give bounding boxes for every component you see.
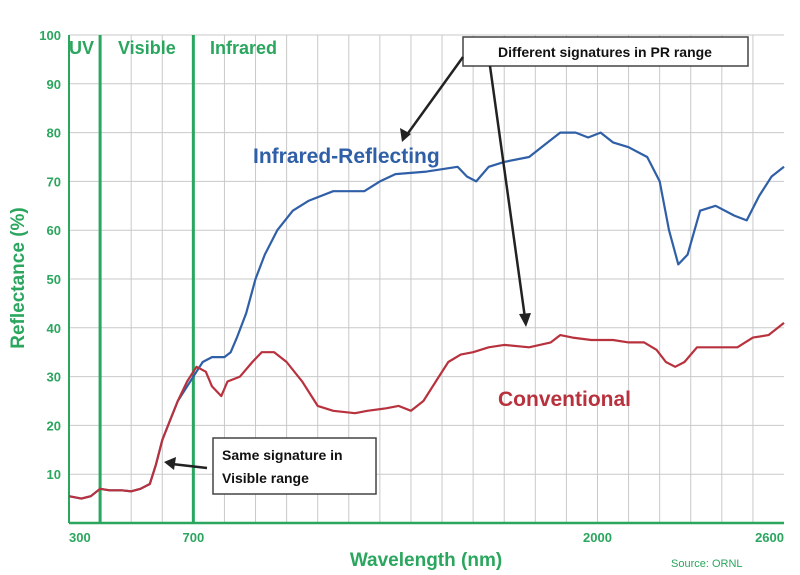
y-tick-label-100: 100 (39, 28, 61, 43)
callout-visible-text-line1: Same signature in (222, 447, 343, 463)
y-tick-label-50: 50 (47, 272, 61, 287)
y-tick-label-10: 10 (47, 467, 61, 482)
x-tick-labels: 300 700 2000 2600 (69, 530, 784, 545)
callout-visible-range: Same signature in Visible range (212, 437, 377, 495)
axes (68, 35, 784, 525)
callout-pr-box (462, 36, 749, 67)
region-label-uv: UV (69, 38, 94, 58)
arrow-to-visible-overlap (171, 462, 208, 470)
y-axis-title: Reflectance (%) (8, 207, 29, 349)
annotation-arrows (164, 56, 531, 470)
series-lines (68, 131, 785, 500)
series-line-conventional (68, 322, 785, 500)
y-tick-label-30: 30 (47, 370, 61, 385)
y-tick-label-80: 80 (47, 126, 61, 141)
y-tick-label-90: 90 (47, 77, 61, 92)
callout-pr-range: Different signatures in PR range (462, 36, 749, 67)
series-label-infrared-reflecting: Infrared-Reflecting (253, 145, 440, 168)
x-axis-title: Wavelength (nm) (350, 550, 502, 571)
arrow-to-infrared-curve (404, 56, 465, 137)
y-tick-label-60: 60 (47, 223, 61, 238)
x-tick-label-300: 300 (69, 530, 91, 545)
arrowhead-infrared (400, 128, 411, 142)
x-tick-label-2600: 2600 (755, 530, 784, 545)
region-label-infrared: Infrared (210, 38, 277, 58)
y-tick-label-40: 40 (47, 321, 61, 336)
callout-visible-box (212, 437, 377, 495)
series-label-conventional: Conventional (498, 388, 631, 411)
region-boundaries (98, 35, 195, 523)
callout-pr-text: Different signatures in PR range (498, 44, 712, 60)
series-line-infrared-reflecting (68, 131, 785, 500)
arrowhead-conventional (519, 313, 531, 327)
y-tick-label-70: 70 (47, 174, 61, 189)
x-tick-label-700: 700 (182, 530, 204, 545)
arrowhead-visible (164, 457, 176, 470)
y-tick-label-20: 20 (47, 418, 61, 433)
arrow-to-conventional-curve (488, 65, 527, 319)
region-label-visible: Visible (118, 38, 176, 58)
y-tick-labels: 10 20 30 40 50 60 70 80 90 100 (39, 28, 61, 482)
source-note: Source: ORNL (671, 558, 743, 570)
x-tick-label-2000: 2000 (583, 530, 612, 545)
callout-visible-text-line2: Visible range (222, 470, 309, 486)
